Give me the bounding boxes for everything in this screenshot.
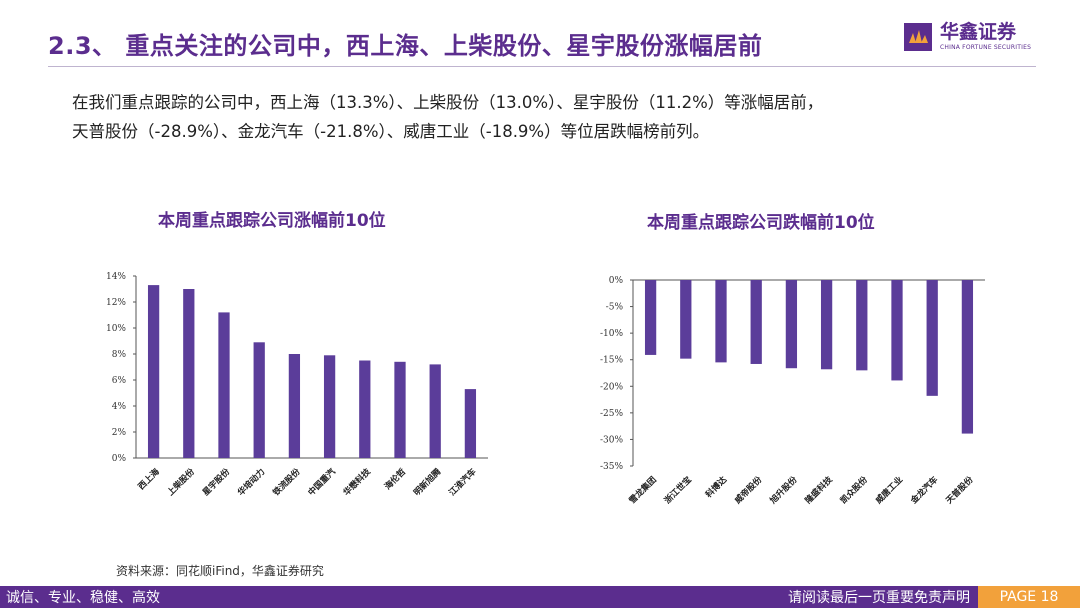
losers-y-tick-label: -15%	[600, 356, 623, 366]
gainers-bar	[253, 342, 265, 458]
intro-line-1: 在我们重点跟踪的公司中，西上海（13.3%）、上柴股份（13.0%）、星宇股份（…	[72, 93, 824, 112]
footer-disclaimer: 请阅读最后一页重要免责声明	[788, 590, 970, 606]
gainers-bar	[288, 354, 301, 458]
footer-bar: 诚信、专业、稳健、高效 请阅读最后一页重要免责声明 PAGE 18	[0, 586, 1080, 608]
losers-y-tick-label: -5%	[606, 303, 624, 313]
gainers-chart-title: 本周重点跟踪公司涨幅前10位	[158, 211, 386, 231]
gainers-y-tick-label: 0%	[112, 454, 127, 464]
losers-y-tick-label: -20%	[600, 382, 623, 392]
losers-y-tick-label: -25%	[600, 409, 623, 419]
losers-category-label: 天普股份	[944, 474, 976, 506]
gainers-category-label: 华懋科技	[341, 466, 373, 498]
losers-y-tick-label: -10%	[600, 329, 623, 339]
source-note: 资料来源：同花顺iFind，华鑫证券研究	[116, 564, 324, 578]
losers-category-label: 隆盛科技	[803, 474, 835, 506]
losers-bar	[856, 280, 868, 371]
title-divider	[48, 66, 1036, 67]
gainers-bar	[147, 285, 160, 458]
losers-bar	[644, 280, 657, 355]
gainers-y-tick-label: 10%	[106, 324, 126, 334]
logo-name-en: CHINA FORTUNE SECURITIES	[940, 44, 1032, 51]
page-number: PAGE 18	[978, 586, 1080, 608]
gainers-category-label: 铁流股份	[271, 466, 303, 498]
losers-category-label: 雪龙集团	[627, 474, 659, 506]
losers-category-label: 威帝股份	[732, 474, 765, 507]
losers-bar	[680, 280, 692, 359]
logo-name-cn: 华鑫证券	[940, 21, 1017, 43]
losers-bar	[961, 280, 974, 434]
gainers-category-label: 明新旭腾	[411, 466, 443, 498]
losers-y-tick-label: -35%	[600, 462, 623, 472]
losers-category-label: 旭升股份	[767, 474, 800, 507]
gainers-category-label: 海伦哲	[382, 466, 408, 492]
gainers-category-label: 华培动力	[235, 466, 267, 498]
gainers-bar	[394, 361, 406, 458]
losers-category-label: 浙江世宝	[662, 474, 694, 506]
losers-category-label: 金龙汽车	[908, 474, 941, 507]
company-logo: 华鑫证券 CHINA FORTUNE SECURITIES	[904, 22, 1031, 51]
gainers-y-tick-label: 8%	[112, 350, 127, 360]
losers-bar	[926, 280, 938, 396]
gainers-category-label: 中国重汽	[306, 466, 338, 498]
page-title: 2.3、 重点关注的公司中，西上海、上柴股份、星宇股份涨幅居前	[48, 32, 763, 60]
losers-chart-title: 本周重点跟踪公司跌幅前10位	[647, 213, 875, 233]
gainers-y-tick-label: 6%	[112, 376, 127, 386]
gainers-category-label: 西上海	[136, 466, 162, 492]
losers-y-tick-label: -30%	[600, 435, 623, 445]
gainers-y-tick-label: 2%	[112, 428, 127, 438]
losers-bar	[785, 280, 798, 369]
gainers-category-label: 江淮汽车	[447, 466, 479, 498]
losers-category-label: 威唐工业	[873, 474, 906, 507]
gainers-bar	[429, 364, 441, 458]
footer-slogan: 诚信、专业、稳健、高效	[6, 590, 160, 606]
losers-bar	[715, 280, 727, 363]
gainers-bar	[183, 289, 195, 458]
gainers-bar	[359, 360, 371, 458]
gainers-bar	[464, 389, 477, 458]
intro-line-2: 天普股份（-28.9%）、金龙汽车（-21.8%）、威唐工业（-18.9%）等位…	[72, 122, 710, 141]
losers-bar	[750, 280, 762, 364]
gainers-category-label: 星宇股份	[200, 466, 232, 498]
gainers-bar	[323, 355, 336, 458]
gainers-y-tick-label: 12%	[106, 298, 126, 308]
losers-category-label: 凯众股份	[838, 474, 870, 506]
losers-bar	[891, 280, 903, 381]
losers-y-tick-label: 0%	[609, 276, 624, 286]
gainers-bar	[218, 312, 230, 458]
losers-bar	[820, 280, 833, 370]
intro-paragraph: 在我们重点跟踪的公司中，西上海（13.3%）、上柴股份（13.0%）、星宇股份（…	[72, 88, 1032, 146]
gainers-y-tick-label: 14%	[106, 272, 126, 282]
gainers-category-label: 上柴股份	[165, 466, 197, 498]
losers-category-label: 科博达	[703, 474, 729, 500]
gainers-y-tick-label: 4%	[112, 402, 127, 412]
logo-mark-icon	[904, 22, 932, 51]
